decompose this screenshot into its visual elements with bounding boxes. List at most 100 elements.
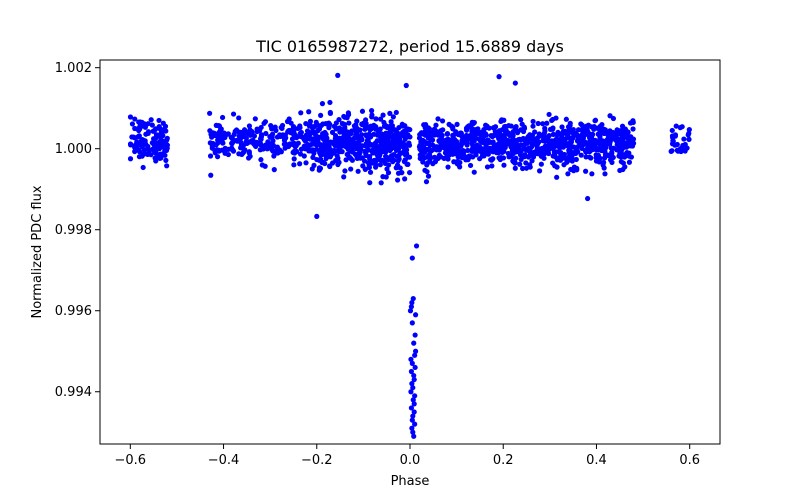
data-point bbox=[394, 177, 401, 183]
data-point bbox=[602, 152, 609, 158]
data-point bbox=[241, 142, 247, 148]
data-point bbox=[369, 108, 375, 114]
data-point bbox=[148, 117, 154, 123]
data-point bbox=[458, 133, 465, 139]
data-point bbox=[525, 138, 531, 144]
data-point bbox=[137, 119, 143, 125]
data-point bbox=[496, 155, 502, 161]
data-point bbox=[388, 146, 394, 152]
data-point bbox=[163, 157, 169, 163]
data-point bbox=[410, 385, 416, 391]
data-point bbox=[258, 132, 265, 138]
data-point bbox=[319, 149, 325, 155]
data-point bbox=[452, 150, 458, 157]
data-point bbox=[592, 141, 598, 148]
data-point bbox=[467, 162, 474, 169]
data-point bbox=[411, 340, 417, 346]
data-point bbox=[140, 151, 146, 157]
data-point bbox=[602, 171, 608, 177]
data-point bbox=[409, 425, 415, 431]
data-point bbox=[373, 164, 379, 170]
data-point bbox=[403, 145, 409, 152]
data-point bbox=[569, 129, 575, 136]
data-point bbox=[336, 148, 343, 154]
data-point bbox=[501, 162, 507, 168]
data-point bbox=[405, 161, 411, 167]
data-point bbox=[423, 179, 430, 185]
data-point bbox=[352, 127, 358, 133]
data-point bbox=[335, 72, 341, 78]
data-point bbox=[145, 151, 151, 158]
data-point bbox=[383, 144, 389, 150]
data-point bbox=[550, 116, 556, 123]
x-axis-label: Phase bbox=[391, 474, 430, 489]
y-tick-label: 0.996 bbox=[55, 304, 92, 319]
data-point bbox=[232, 128, 238, 134]
data-point bbox=[289, 136, 296, 142]
data-point bbox=[409, 255, 415, 261]
data-point bbox=[571, 168, 577, 174]
data-point bbox=[412, 352, 418, 358]
data-point bbox=[424, 133, 431, 139]
x-tick-label: −0.2 bbox=[301, 453, 333, 468]
y-axis-label: Normalized PDC flux bbox=[30, 185, 45, 318]
data-point bbox=[378, 116, 384, 122]
data-point bbox=[469, 140, 475, 146]
data-point bbox=[386, 132, 392, 139]
data-point bbox=[301, 153, 307, 159]
data-point bbox=[341, 121, 347, 127]
data-point bbox=[529, 158, 535, 164]
data-point bbox=[628, 154, 635, 160]
data-point bbox=[489, 163, 495, 169]
data-point bbox=[153, 150, 159, 156]
data-point bbox=[682, 148, 688, 154]
data-point bbox=[369, 125, 375, 132]
data-point bbox=[343, 157, 349, 163]
data-point bbox=[314, 122, 321, 128]
data-point bbox=[520, 135, 526, 142]
data-point bbox=[553, 141, 560, 147]
data-point bbox=[674, 141, 680, 148]
data-point bbox=[270, 148, 276, 154]
data-point bbox=[610, 129, 616, 136]
data-point bbox=[345, 129, 351, 135]
y-tick-label: 1.002 bbox=[55, 61, 92, 76]
data-point bbox=[424, 169, 430, 175]
data-point bbox=[381, 123, 388, 129]
data-point bbox=[403, 82, 409, 89]
data-point bbox=[282, 132, 288, 138]
data-point bbox=[394, 129, 400, 135]
data-point bbox=[669, 148, 675, 154]
data-point bbox=[317, 165, 324, 171]
data-point bbox=[236, 115, 242, 121]
data-point bbox=[152, 127, 158, 133]
data-point bbox=[592, 117, 599, 123]
data-point bbox=[164, 136, 170, 142]
data-point bbox=[606, 138, 612, 144]
data-point bbox=[383, 174, 389, 180]
data-point bbox=[263, 130, 269, 137]
data-point bbox=[262, 163, 268, 169]
data-point bbox=[304, 128, 311, 134]
data-point bbox=[353, 131, 359, 138]
data-point bbox=[373, 126, 379, 132]
data-point bbox=[454, 121, 460, 127]
data-point bbox=[408, 389, 414, 395]
data-point bbox=[307, 118, 314, 124]
data-point bbox=[273, 127, 279, 134]
data-point bbox=[146, 147, 152, 153]
data-point bbox=[491, 132, 497, 139]
data-point bbox=[473, 150, 479, 156]
data-point bbox=[412, 312, 419, 318]
data-point bbox=[151, 136, 157, 142]
data-point bbox=[346, 120, 352, 126]
data-point bbox=[408, 356, 414, 362]
data-point bbox=[310, 136, 316, 142]
data-point bbox=[298, 146, 304, 152]
data-point bbox=[578, 152, 584, 158]
data-point bbox=[446, 152, 452, 158]
data-point bbox=[386, 162, 392, 168]
data-point bbox=[523, 160, 529, 166]
data-point bbox=[312, 131, 318, 137]
